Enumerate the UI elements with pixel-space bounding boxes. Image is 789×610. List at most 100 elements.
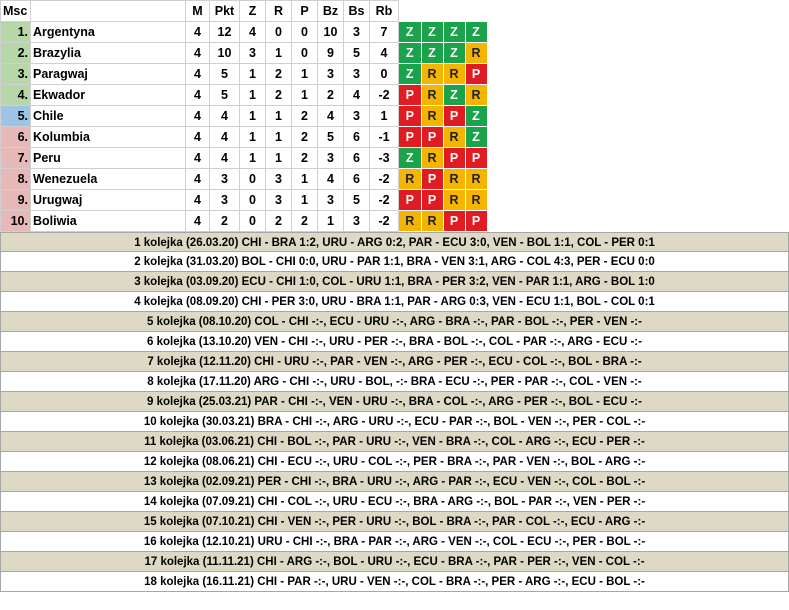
team-name: Chile xyxy=(30,105,186,127)
team-name: Kolumbia xyxy=(30,126,186,148)
fixture-round-row: 3 kolejka (03.09.20) ECU - CHI 1:0, COL … xyxy=(0,272,789,292)
form-header-3 xyxy=(443,0,465,22)
form-result-badge: P xyxy=(398,84,422,106)
stat-p: 1 xyxy=(291,84,318,106)
form-result-badge: Z xyxy=(442,21,466,43)
stat-rb: -3 xyxy=(369,147,399,169)
form-result-badge: R xyxy=(420,210,444,232)
form-result-badge: R xyxy=(442,189,466,211)
fixture-round-row: 9 kolejka (25.03.21) PAR - CHI -:-, VEN … xyxy=(0,392,789,412)
header-bz: Bz xyxy=(317,0,344,22)
fixture-round-row: 15 kolejka (07.10.21) CHI - VEN -:-, PER… xyxy=(0,512,789,532)
form-result-badge: Z xyxy=(398,42,422,64)
header-m: M xyxy=(185,0,210,22)
stat-pkt: 4 xyxy=(209,126,240,148)
form-result-badge: Z xyxy=(398,63,422,85)
form-result-badge: Z xyxy=(420,21,444,43)
team-position: 9. xyxy=(0,189,31,211)
form-result-badge: P xyxy=(398,189,422,211)
team-position: 7. xyxy=(0,147,31,169)
team-name: Argentyna xyxy=(30,21,186,43)
stat-bz: 5 xyxy=(317,126,344,148)
stat-p: 2 xyxy=(291,147,318,169)
stat-bs: 3 xyxy=(343,105,370,127)
stat-r: 1 xyxy=(265,105,292,127)
form-result-badge: R xyxy=(420,147,444,169)
team-position: 5. xyxy=(0,105,31,127)
form-result-badge: P xyxy=(420,189,444,211)
stat-bs: 6 xyxy=(343,126,370,148)
fixture-round-row: 7 kolejka (12.11.20) CHI - URU -:-, PAR … xyxy=(0,352,789,372)
stat-z: 3 xyxy=(239,42,266,64)
stat-bz: 4 xyxy=(317,168,344,190)
standings-body: 1. Argentyna 4 12 4 0 0 10 3 7 Z Z Z Z 2. Brazylia 4 10 3 1… xyxy=(0,21,488,232)
stat-m: 4 xyxy=(185,210,210,232)
stat-bz: 9 xyxy=(317,42,344,64)
stat-m: 4 xyxy=(185,42,210,64)
stat-z: 0 xyxy=(239,189,266,211)
form-result-badge: R xyxy=(420,63,444,85)
stat-rb: 7 xyxy=(369,21,399,43)
team-name: Peru xyxy=(30,147,186,169)
table-row: 9. Urugwaj 4 3 0 3 1 3 5 -2 P P R R xyxy=(0,189,488,211)
form-result-badge: R xyxy=(398,210,422,232)
table-row: 2. Brazylia 4 10 3 1 0 9 5 4 Z Z Z R xyxy=(0,42,488,64)
form-result-badge: Z xyxy=(464,21,488,43)
stat-pkt: 5 xyxy=(209,84,240,106)
stat-bz: 3 xyxy=(317,63,344,85)
form-result-badge: P xyxy=(464,63,488,85)
stat-r: 2 xyxy=(265,84,292,106)
fixture-round-row: 6 kolejka (13.10.20) VEN - CHI -:-, URU … xyxy=(0,332,789,352)
stat-m: 4 xyxy=(185,63,210,85)
fixture-round-row: 2 kolejka (31.03.20) BOL - CHI 0:0, URU … xyxy=(0,252,789,272)
stat-rb: 4 xyxy=(369,42,399,64)
stat-pkt: 10 xyxy=(209,42,240,64)
stat-bs: 5 xyxy=(343,189,370,211)
form-result-badge: P xyxy=(464,210,488,232)
fixture-round-row: 12 kolejka (08.06.21) CHI - ECU -:-, URU… xyxy=(0,452,789,472)
form-result-badge: P xyxy=(442,210,466,232)
stat-bz: 2 xyxy=(317,84,344,106)
team-name: Urugwaj xyxy=(30,189,186,211)
form-result-badge: P xyxy=(442,105,466,127)
stat-p: 2 xyxy=(291,105,318,127)
table-row: 8. Wenezuela 4 3 0 3 1 4 6 -2 R P R R xyxy=(0,168,488,190)
form-result-badge: P xyxy=(420,126,444,148)
header-rb: Rb xyxy=(369,0,399,22)
header-p: P xyxy=(291,0,318,22)
stat-m: 4 xyxy=(185,21,210,43)
stat-p: 0 xyxy=(291,42,318,64)
team-position: 3. xyxy=(0,63,31,85)
team-name: Brazylia xyxy=(30,42,186,64)
table-row: 10. Boliwia 4 2 0 2 2 1 3 -2 R R P P xyxy=(0,210,488,232)
fixtures-list: 1 kolejka (26.03.20) CHI - BRA 1:2, URU … xyxy=(0,232,789,592)
form-header-4 xyxy=(465,0,487,22)
stat-r: 1 xyxy=(265,126,292,148)
table-row: 4. Ekwador 4 5 1 2 1 2 4 -2 P R Z R xyxy=(0,84,488,106)
table-row: 6. Kolumbia 4 4 1 1 2 5 6 -1 P P R Z xyxy=(0,126,488,148)
team-position: 4. xyxy=(0,84,31,106)
team-position: 10. xyxy=(0,210,31,232)
stat-rb: 1 xyxy=(369,105,399,127)
fixture-round-row: 18 kolejka (16.11.21) CHI - PAR -:-, URU… xyxy=(0,572,789,592)
stat-p: 2 xyxy=(291,210,318,232)
fixture-round-row: 13 kolejka (02.09.21) PER - CHI -:-, BRA… xyxy=(0,472,789,492)
header-msc: Msc xyxy=(0,0,31,22)
team-position: 1. xyxy=(0,21,31,43)
stat-m: 4 xyxy=(185,105,210,127)
stat-m: 4 xyxy=(185,189,210,211)
team-name: Wenezuela xyxy=(30,168,186,190)
stat-p: 1 xyxy=(291,63,318,85)
stat-bs: 3 xyxy=(343,21,370,43)
form-result-badge: Z xyxy=(420,42,444,64)
form-result-badge: Z xyxy=(464,126,488,148)
fixture-round-row: 10 kolejka (30.03.21) BRA - CHI -:-, ARG… xyxy=(0,412,789,432)
stat-bs: 6 xyxy=(343,147,370,169)
standings-header-row: Msc M Pkt Z R P Bz Bs Rb xyxy=(0,0,487,22)
header-pkt: Pkt xyxy=(209,0,240,22)
stat-m: 4 xyxy=(185,168,210,190)
stat-bz: 10 xyxy=(317,21,344,43)
stat-m: 4 xyxy=(185,147,210,169)
form-result-badge: P xyxy=(464,147,488,169)
